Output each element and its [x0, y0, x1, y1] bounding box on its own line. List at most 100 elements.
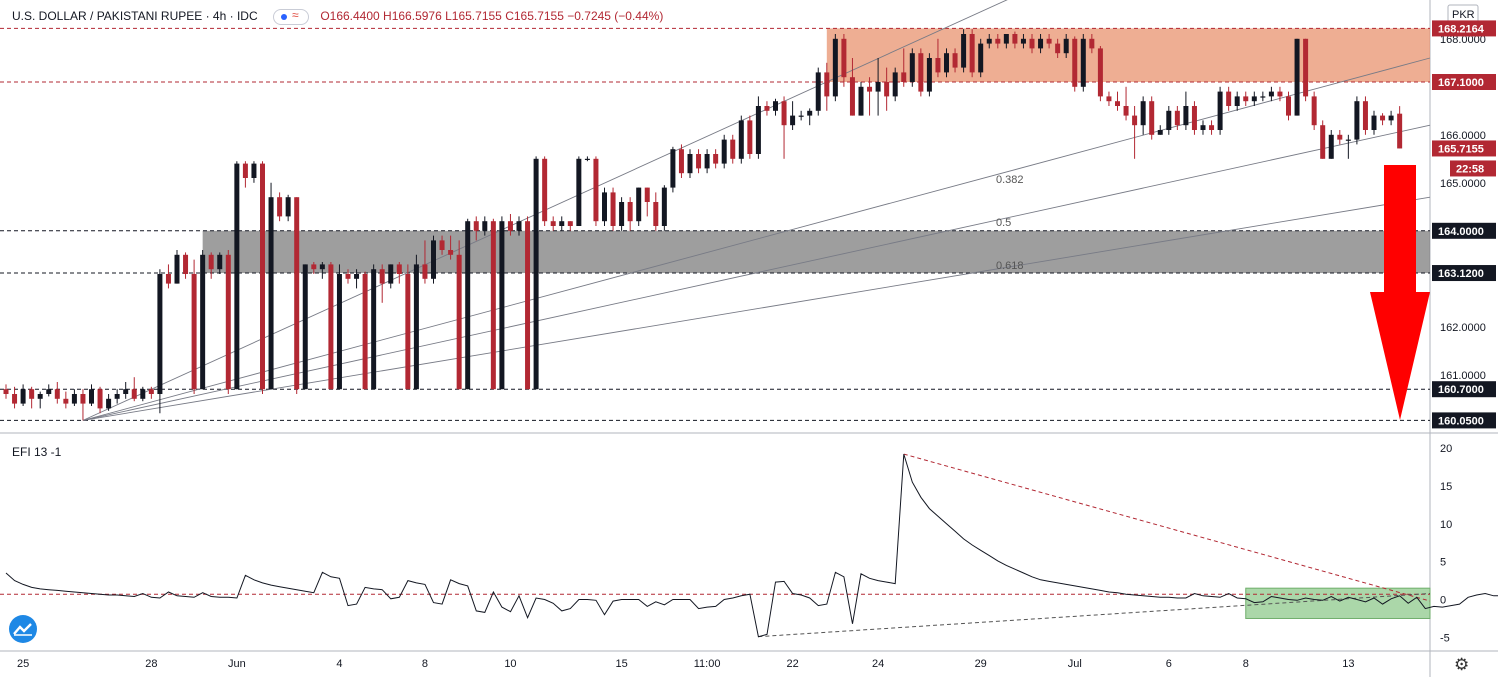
candle [183, 254, 189, 274]
candle [1123, 106, 1129, 116]
price-label: 163.1200 [1438, 268, 1484, 280]
candle [362, 274, 368, 390]
candle [1097, 48, 1103, 97]
candle [371, 269, 377, 390]
efi-line [5, 453, 1498, 638]
candle [200, 254, 206, 390]
time-tick-label: 6 [1166, 658, 1172, 670]
candle [1080, 38, 1086, 87]
candle [661, 187, 667, 226]
candle [71, 394, 77, 404]
candle [781, 101, 787, 126]
candle [978, 43, 984, 73]
candle [20, 389, 26, 404]
price-tick-label: 161.0000 [1440, 370, 1486, 382]
candle [730, 139, 736, 159]
candle [482, 221, 488, 231]
candle [499, 221, 505, 390]
price-label: 160.7000 [1438, 384, 1484, 396]
candle [1029, 38, 1035, 49]
candle [114, 394, 120, 399]
price-label: 164.0000 [1438, 226, 1484, 238]
candle [1328, 134, 1334, 159]
candle [191, 274, 197, 390]
candle [1174, 110, 1180, 126]
countdown-box [1450, 160, 1496, 177]
candle [926, 58, 932, 92]
candle [678, 149, 684, 174]
price-label-box [1432, 140, 1496, 157]
candle [909, 53, 915, 82]
candle [1140, 101, 1146, 126]
candle [123, 389, 129, 394]
ohlc-close: C165.7155 [505, 9, 564, 24]
tradingview-logo[interactable] [9, 615, 37, 643]
candle [89, 389, 94, 404]
candle [721, 139, 727, 164]
price-label: 160.0500 [1438, 415, 1484, 427]
candle [1268, 91, 1274, 97]
candle [37, 394, 43, 399]
time-tick-label: 25 [17, 658, 29, 670]
time-tick-label: 10 [504, 658, 516, 670]
candle [456, 254, 462, 390]
indicator-label[interactable]: EFI 13 -1 [12, 445, 62, 459]
price-label-box [1432, 20, 1496, 37]
candle [234, 163, 240, 390]
candle [892, 72, 898, 97]
candle [1089, 38, 1095, 49]
candle [1038, 38, 1044, 49]
candle [277, 197, 283, 217]
price-label-box [1432, 412, 1496, 429]
candle [764, 106, 770, 111]
candle [1003, 34, 1009, 44]
candle [798, 115, 804, 117]
candle [225, 254, 231, 390]
candle [576, 158, 582, 226]
efi-tick-label: 20 [1440, 443, 1452, 455]
gear-icon[interactable]: ⚙ [1454, 655, 1470, 674]
candle [619, 202, 625, 226]
candle [867, 86, 873, 92]
candle [986, 38, 992, 44]
candle [1388, 115, 1394, 121]
candle [849, 77, 855, 116]
candle [473, 221, 479, 231]
time-tick-label: Jul [1068, 658, 1082, 670]
time-tick-label: 8 [1243, 658, 1249, 670]
price-label-box [1432, 381, 1496, 398]
candle [824, 72, 830, 97]
candle [832, 38, 838, 97]
candle [1191, 106, 1197, 130]
candle [713, 154, 719, 164]
candle [1072, 38, 1078, 87]
candle [1157, 130, 1163, 135]
candle [567, 221, 573, 226]
candle [559, 221, 565, 226]
candle [345, 274, 351, 279]
candle [311, 264, 317, 270]
candle [1294, 38, 1300, 116]
candle [379, 269, 385, 284]
candle [533, 158, 539, 390]
visibility-toggle[interactable]: ≈ [272, 8, 309, 25]
symbol-title[interactable]: U.S. DOLLAR / PAKISTANI RUPEE · 4h · IDC [12, 9, 258, 24]
candle [602, 192, 607, 222]
candle [952, 53, 958, 68]
candle [875, 82, 881, 92]
efi-trend-up [758, 592, 1431, 638]
candle [157, 274, 163, 394]
candle [1217, 91, 1223, 130]
time-tick-label: 8 [422, 658, 428, 670]
candle [593, 158, 599, 222]
candle [961, 34, 967, 68]
candle [388, 264, 394, 284]
candle [413, 264, 419, 390]
candle [704, 154, 710, 169]
candle [1149, 101, 1155, 135]
candle [995, 38, 1001, 44]
candle [29, 389, 35, 399]
candle [165, 274, 171, 284]
candle [1397, 113, 1403, 149]
